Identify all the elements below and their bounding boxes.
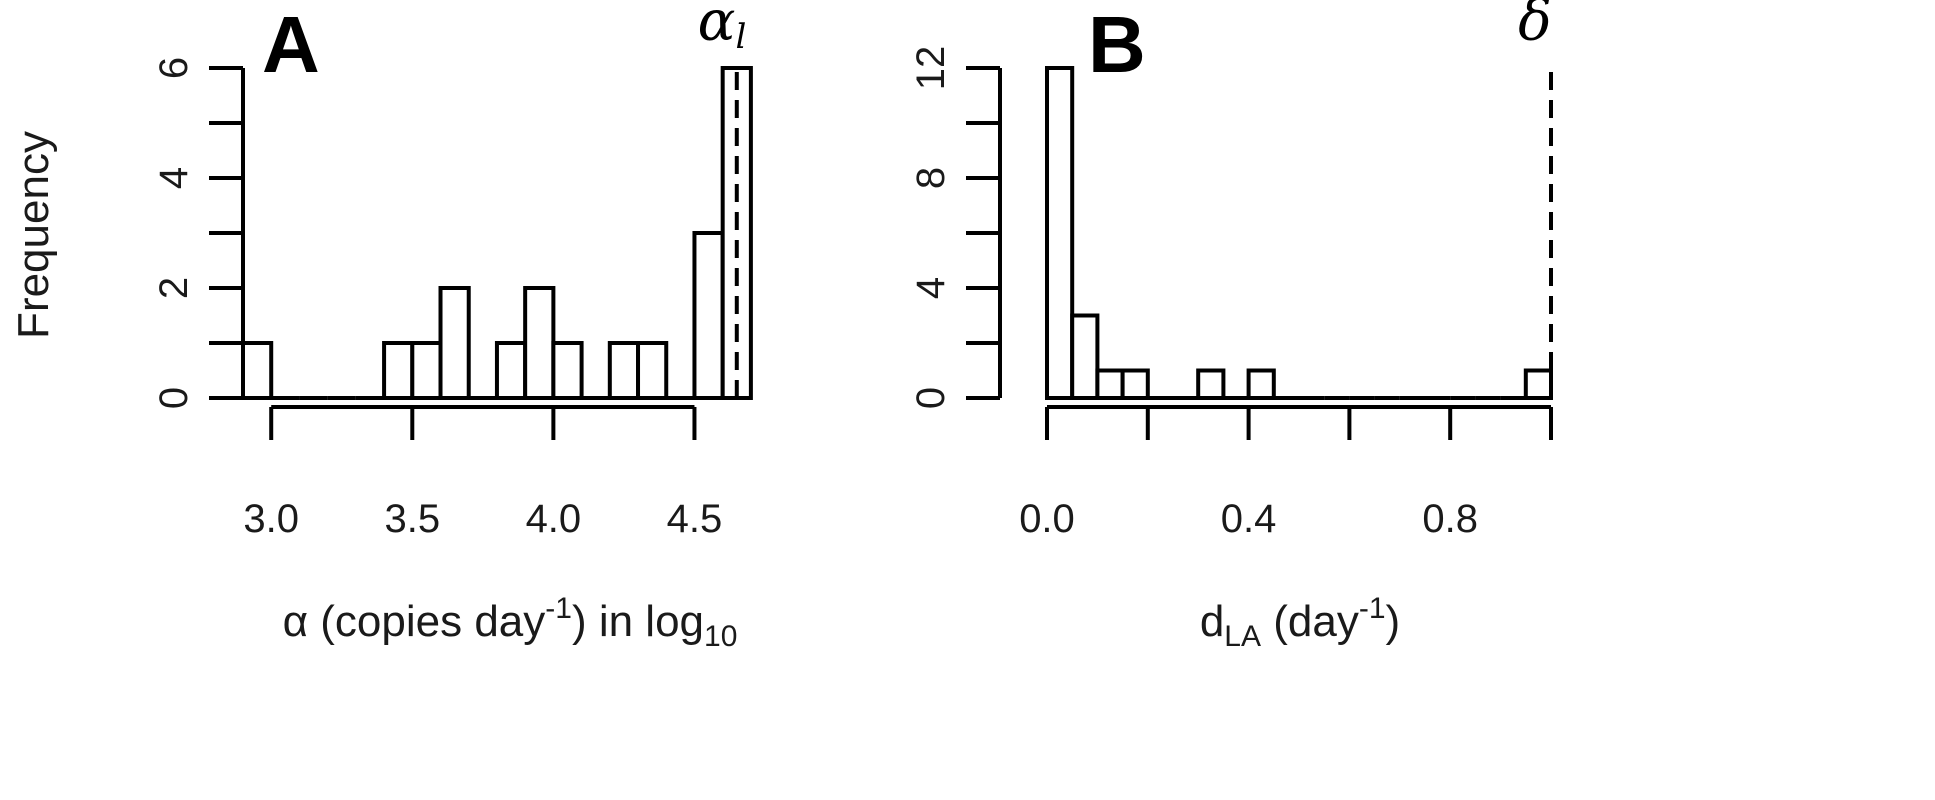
histogram-bar bbox=[382, 341, 415, 400]
x-tick-label: 3.5 bbox=[384, 497, 440, 541]
y-tick-label: 0 bbox=[909, 387, 953, 409]
histogram-bar bbox=[523, 286, 556, 400]
y-tick-label: 2 bbox=[152, 277, 196, 299]
y-tick-label: 8 bbox=[909, 167, 953, 189]
x-axis-title-superscript: -1 bbox=[1359, 592, 1386, 625]
histogram-bar bbox=[1095, 368, 1125, 400]
x-axis-title-part: α (copies day bbox=[283, 597, 546, 646]
reference-line-label-sub: l bbox=[735, 17, 746, 57]
x-axis-title: dLA (day-1) bbox=[1200, 592, 1400, 653]
histogram-bar bbox=[1246, 368, 1276, 400]
y-tick-label: 0 bbox=[152, 387, 196, 409]
y-tick-label: 6 bbox=[152, 57, 196, 79]
histogram-bar bbox=[241, 341, 274, 400]
x-tick-label: 4.5 bbox=[667, 497, 723, 541]
reference-line-label: αl bbox=[698, 0, 747, 57]
histogram-bar bbox=[1120, 368, 1150, 400]
histogram-bar bbox=[692, 231, 725, 400]
x-tick-label: 0.0 bbox=[1019, 497, 1075, 541]
reference-line-label: δ bbox=[1518, 0, 1552, 54]
histogram-bar bbox=[607, 341, 641, 400]
histogram-bar bbox=[438, 286, 471, 400]
panel-a: 0 2 4 6 3.0 3.5 4.0 4.5 αl Aα (copies day-1) in l… bbox=[152, 0, 753, 653]
x-tick-label: 0.8 bbox=[1422, 497, 1478, 541]
y-tick-label: 4 bbox=[152, 167, 196, 189]
histogram-bar bbox=[636, 341, 669, 400]
histogram-bar bbox=[1523, 368, 1554, 400]
histogram-bar bbox=[494, 341, 528, 400]
histogram-bar bbox=[1196, 368, 1226, 400]
x-axis-title-superscript: -1 bbox=[545, 592, 572, 625]
histogram-bar bbox=[410, 341, 443, 400]
x-axis-title-part: d bbox=[1200, 597, 1224, 646]
x-tick-label: 3.0 bbox=[243, 497, 299, 541]
histogram-bar bbox=[1045, 66, 1075, 400]
x-tick-label: 4.0 bbox=[526, 497, 582, 541]
y-tick-label: 12 bbox=[909, 46, 953, 91]
histogram-bar bbox=[551, 341, 584, 400]
y-axis-title: Frequency bbox=[9, 131, 58, 339]
y-tick-label: 4 bbox=[909, 277, 953, 299]
panel-label: B bbox=[1088, 0, 1146, 89]
x-axis-title-subscript: 10 bbox=[704, 620, 737, 653]
x-axis-title-part: ) in log bbox=[572, 597, 704, 646]
x-axis-title-part: ) bbox=[1386, 597, 1401, 646]
x-axis-title-part: (day bbox=[1261, 597, 1359, 646]
panel-label: A bbox=[262, 0, 320, 89]
histogram-bar bbox=[1070, 313, 1100, 400]
x-axis-title-subscript: LA bbox=[1224, 620, 1261, 653]
x-axis-title: α (copies day-1) in log10 bbox=[283, 592, 738, 653]
x-tick-label: 0.4 bbox=[1221, 497, 1277, 541]
